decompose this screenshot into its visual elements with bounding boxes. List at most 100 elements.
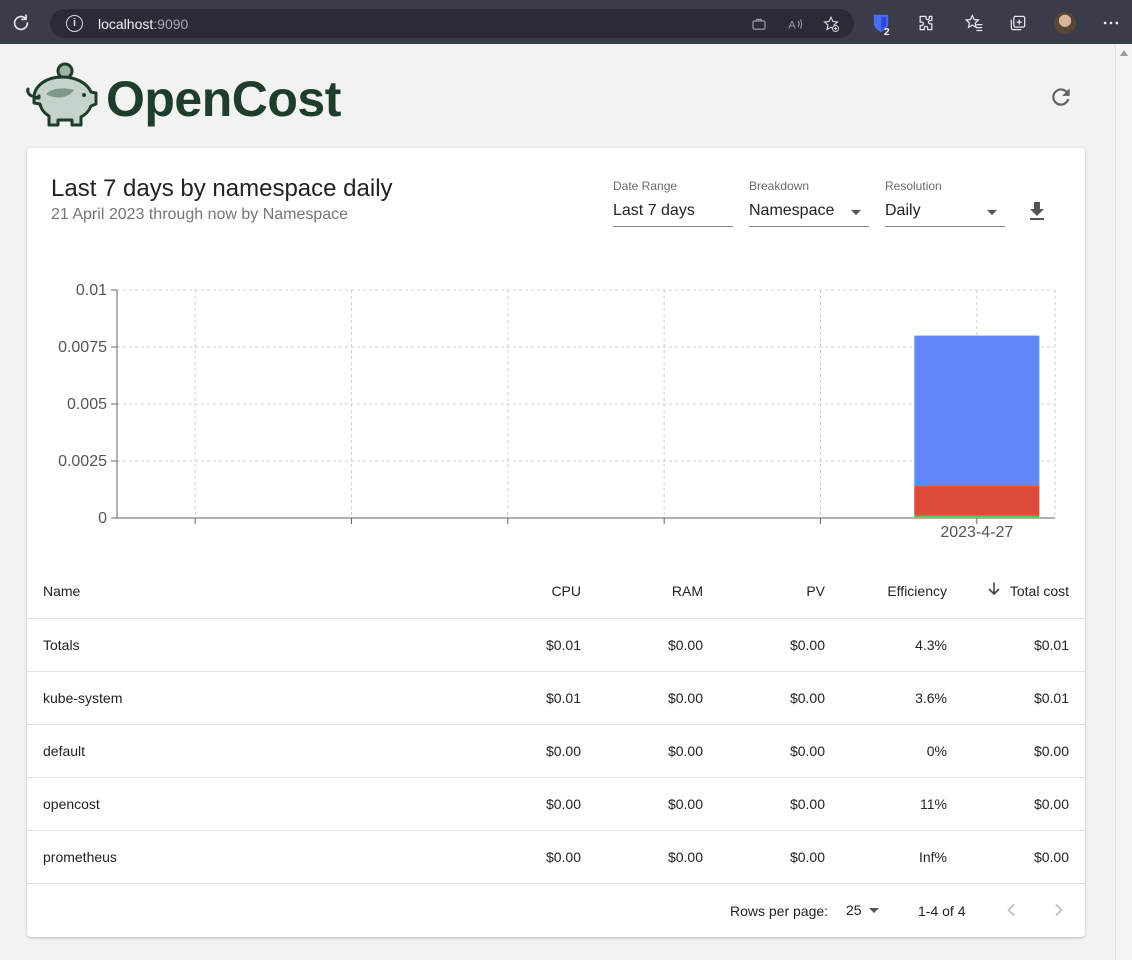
previous-page-icon[interactable] bbox=[999, 898, 1023, 922]
cell-efficiency: Inf% bbox=[918, 849, 947, 865]
date-range-label: Date Range bbox=[613, 179, 678, 193]
column-header-total-cost[interactable]: Total cost bbox=[1009, 583, 1069, 599]
pagination-range: 1-4 of 4 bbox=[918, 903, 966, 919]
rows-per-page-select[interactable]: 25 bbox=[846, 902, 862, 918]
column-header-efficiency[interactable]: Efficiency bbox=[887, 583, 947, 599]
breakdown-value[interactable]: Namespace bbox=[749, 202, 835, 219]
cell-name: prometheus bbox=[43, 849, 117, 865]
chart-y-axis: 0 0.0025 0.005 0.0075 0.01 bbox=[58, 282, 117, 527]
bitwarden-extension-icon[interactable] bbox=[872, 13, 890, 33]
cell-total-cost: $0.00 bbox=[1033, 796, 1069, 812]
y-tick-label: 0.005 bbox=[67, 396, 107, 413]
cell-pv: $0.00 bbox=[789, 796, 825, 812]
cell-total-cost: $0.01 bbox=[1033, 637, 1069, 653]
favorites-icon[interactable] bbox=[964, 13, 984, 33]
breakdown-select[interactable]: Breakdown Namespace bbox=[749, 179, 869, 227]
column-header-name[interactable]: Name bbox=[43, 583, 81, 599]
column-header-cpu[interactable]: CPU bbox=[551, 583, 581, 599]
cell-cpu: $0.01 bbox=[545, 637, 581, 653]
cell-total-cost: $0.01 bbox=[1033, 690, 1069, 706]
reload-icon[interactable] bbox=[10, 12, 32, 34]
cost-table: Name CPU RAM PV Efficiency Total cost To… bbox=[27, 566, 1085, 884]
page-scrollbar[interactable] bbox=[1115, 44, 1132, 960]
y-tick-label: 0.0025 bbox=[58, 453, 107, 470]
refresh-icon[interactable] bbox=[1048, 84, 1074, 110]
date-range-select[interactable]: Date Range Last 7 days bbox=[613, 179, 733, 227]
report-subtitle: 21 April 2023 through now by Namespace bbox=[51, 206, 349, 223]
x-tick-label: 2023-4-27 bbox=[940, 524, 1013, 541]
sort-descending-arrow-icon[interactable] bbox=[987, 581, 1001, 597]
address-bar[interactable]: i localhost:9090 A bbox=[50, 9, 854, 38]
y-tick-label: 0.01 bbox=[76, 282, 107, 299]
cell-ram: $0.00 bbox=[667, 743, 703, 759]
table-row[interactable]: Totals $0.01 $0.00 $0.00 4.3% $0.01 bbox=[27, 619, 1085, 672]
app-available-icon[interactable] bbox=[750, 15, 768, 33]
resolution-select[interactable]: Resolution Daily bbox=[885, 179, 1005, 227]
cell-efficiency: 0% bbox=[926, 743, 947, 759]
bar-segment[interactable] bbox=[914, 486, 1040, 516]
cell-ram: $0.00 bbox=[667, 849, 703, 865]
site-info-icon[interactable]: i bbox=[66, 15, 83, 32]
more-options-icon[interactable] bbox=[1101, 13, 1121, 33]
read-aloud-icon[interactable]: A bbox=[786, 15, 804, 33]
breakdown-dropdown-arrow-icon[interactable] bbox=[851, 210, 861, 215]
cell-pv: $0.00 bbox=[789, 637, 825, 653]
table-header-row: Name CPU RAM PV Efficiency Total cost bbox=[27, 566, 1085, 619]
cell-name: kube-system bbox=[43, 690, 123, 706]
cell-ram: $0.00 bbox=[667, 690, 703, 706]
logo-wordmark: OpenCost bbox=[106, 71, 341, 127]
collections-icon[interactable] bbox=[1008, 13, 1028, 33]
cost-chart: 0 0.0025 0.005 0.0075 0.01 2023-4-27 bbox=[58, 282, 1056, 541]
browser-toolbar: i localhost:9090 A 2 bbox=[0, 0, 1132, 44]
cell-total-cost: $0.00 bbox=[1033, 743, 1069, 759]
bar-segment[interactable] bbox=[914, 335, 1040, 487]
bar-segment[interactable] bbox=[914, 516, 1040, 518]
resolution-underline bbox=[885, 226, 1005, 227]
resolution-label: Resolution bbox=[885, 179, 942, 193]
extensions-icon[interactable] bbox=[916, 13, 936, 33]
piggy-bank-logo-icon bbox=[26, 62, 98, 127]
column-header-ram[interactable]: RAM bbox=[671, 583, 703, 599]
report-card: Last 7 days by namespace daily 21 April … bbox=[27, 148, 1085, 937]
cell-cpu: $0.00 bbox=[545, 743, 581, 759]
cell-efficiency: 4.3% bbox=[915, 637, 947, 653]
resolution-value[interactable]: Daily bbox=[885, 202, 921, 219]
cell-cpu: $0.00 bbox=[545, 849, 581, 865]
extension-badge: 2 bbox=[884, 27, 890, 38]
resolution-dropdown-arrow-icon[interactable] bbox=[987, 210, 997, 215]
y-tick-label: 0.0075 bbox=[58, 339, 107, 356]
cell-pv: $0.00 bbox=[789, 690, 825, 706]
date-range-underline bbox=[613, 226, 733, 227]
cell-name: Totals bbox=[43, 637, 80, 653]
cell-ram: $0.00 bbox=[667, 637, 703, 653]
bar-segment[interactable] bbox=[914, 515, 1040, 517]
chart-bars bbox=[914, 335, 1040, 518]
cell-pv: $0.00 bbox=[789, 743, 825, 759]
next-page-icon[interactable] bbox=[1047, 898, 1071, 922]
cell-ram: $0.00 bbox=[667, 796, 703, 812]
profile-avatar[interactable] bbox=[1054, 12, 1076, 34]
table-row[interactable]: kube-system $0.01 $0.00 $0.00 3.6% $0.01 bbox=[27, 672, 1085, 725]
url-text[interactable]: localhost:9090 bbox=[98, 16, 189, 32]
cell-cpu: $0.00 bbox=[545, 796, 581, 812]
table-row[interactable]: prometheus $0.00 $0.00 $0.00 Inf% $0.00 bbox=[27, 831, 1085, 884]
rows-per-page-dropdown-arrow-icon[interactable] bbox=[869, 908, 879, 913]
cell-cpu: $0.01 bbox=[545, 690, 581, 706]
breakdown-label: Breakdown bbox=[749, 179, 810, 193]
cell-name: default bbox=[43, 743, 86, 759]
cell-total-cost: $0.00 bbox=[1033, 849, 1069, 865]
table-row[interactable]: default $0.00 $0.00 $0.00 0% $0.00 bbox=[27, 725, 1085, 778]
date-range-value[interactable]: Last 7 days bbox=[613, 202, 695, 219]
table-row[interactable]: opencost $0.00 $0.00 $0.00 11% $0.00 bbox=[27, 778, 1085, 831]
scroll-up-arrow-icon[interactable] bbox=[1120, 50, 1128, 56]
breakdown-underline bbox=[749, 226, 869, 227]
report-title: Last 7 days by namespace daily bbox=[51, 175, 393, 202]
cell-pv: $0.00 bbox=[789, 849, 825, 865]
cell-name: opencost bbox=[43, 796, 100, 812]
cell-efficiency: 11% bbox=[920, 796, 947, 812]
opencost-logo: OpenCost bbox=[24, 62, 341, 130]
add-favorite-icon[interactable] bbox=[822, 15, 840, 33]
column-header-pv[interactable]: PV bbox=[806, 583, 825, 599]
download-icon[interactable] bbox=[1027, 200, 1047, 222]
chart-x-axis: 2023-4-27 bbox=[116, 290, 1055, 541]
